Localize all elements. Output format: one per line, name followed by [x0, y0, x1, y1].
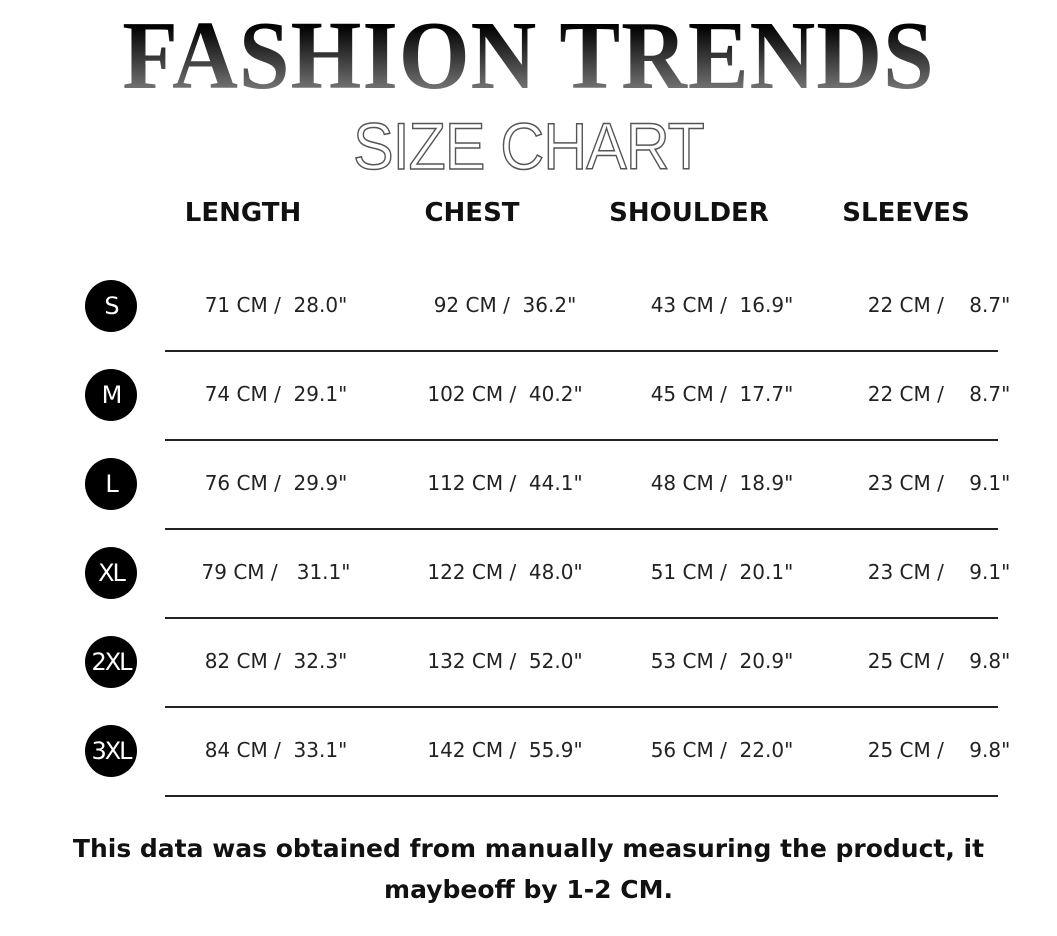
size-badge: XL	[85, 547, 137, 599]
measurement-cell: 76 CM / 29.9"	[204, 471, 348, 495]
measurement-cell: 23 CM / 9.1"	[867, 471, 1011, 495]
row-divider	[165, 706, 998, 708]
row-divider	[165, 528, 998, 530]
measurement-cell: 43 CM / 16.9"	[650, 293, 794, 317]
measurement-cell: 71 CM / 28.0"	[204, 293, 348, 317]
row-divider	[165, 795, 998, 797]
measurement-cell: 122 CM / 48.0"	[427, 560, 583, 584]
size-badge: S	[85, 280, 137, 332]
row-divider	[165, 617, 998, 619]
column-header: SHOULDER	[609, 198, 769, 228]
measurement-cell: 22 CM / 8.7"	[867, 293, 1011, 317]
table-row: XL 79 CM / 31.1" 122 CM / 48.0" 51 CM / 20.…	[0, 547, 1057, 662]
measurement-cell: 53 CM / 20.9"	[650, 649, 794, 673]
table-row: M 74 CM / 29.1" 102 CM / 40.2" 45 CM / 17.7…	[0, 369, 1057, 484]
measurement-cell: 22 CM / 8.7"	[867, 382, 1011, 406]
table-row: S 71 CM / 28.0" 92 CM / 36.2" 43 CM / 16.9"…	[0, 280, 1057, 395]
table-row: L 76 CM / 29.9" 112 CM / 44.1" 48 CM / 18.9…	[0, 458, 1057, 573]
measurement-cell: 82 CM / 32.3"	[204, 649, 348, 673]
measurement-cell: 92 CM / 36.2"	[433, 293, 577, 317]
measurement-cell: 142 CM / 55.9"	[427, 738, 583, 762]
subtitle: SIZE CHART	[352, 109, 705, 183]
measurement-cell: 84 CM / 33.1"	[204, 738, 348, 762]
size-badge: 2XL	[85, 636, 137, 688]
measurement-cell: 48 CM / 18.9"	[650, 471, 794, 495]
size-badge: M	[85, 369, 137, 421]
measurement-cell: 102 CM / 40.2"	[427, 382, 583, 406]
measurement-cell: 56 CM / 22.0"	[650, 738, 794, 762]
size-badge: 3XL	[85, 725, 137, 777]
row-divider	[165, 350, 998, 352]
column-header: CHEST	[424, 198, 520, 228]
table-row: 2XL 82 CM / 32.3" 132 CM / 52.0" 53 CM / 20…	[0, 636, 1057, 751]
measurement-cell: 74 CM / 29.1"	[204, 382, 348, 406]
measurement-cell: 132 CM / 52.0"	[427, 649, 583, 673]
measurement-note: This data was obtained from manually mea…	[72, 834, 985, 904]
size-badge: L	[85, 458, 137, 510]
measurement-cell: 51 CM / 20.1"	[650, 560, 794, 584]
measurement-cell: 25 CM / 9.8"	[867, 649, 1011, 673]
row-divider	[165, 439, 998, 441]
table-row: 3XL 84 CM / 33.1" 142 CM / 55.9" 56 CM / 22…	[0, 725, 1057, 840]
measurement-cell: 79 CM / 31.1"	[201, 560, 351, 584]
column-header: LENGTH	[184, 198, 302, 228]
measurement-cell: 112 CM / 44.1"	[427, 471, 583, 495]
measurement-cell: 25 CM / 9.8"	[867, 738, 1011, 762]
measurement-cell: 23 CM / 9.1"	[867, 560, 1011, 584]
title: FASHION TRENDS	[37, 6, 1020, 106]
column-header: SLEEVES	[842, 198, 970, 228]
measurement-cell: 45 CM / 17.7"	[650, 382, 794, 406]
